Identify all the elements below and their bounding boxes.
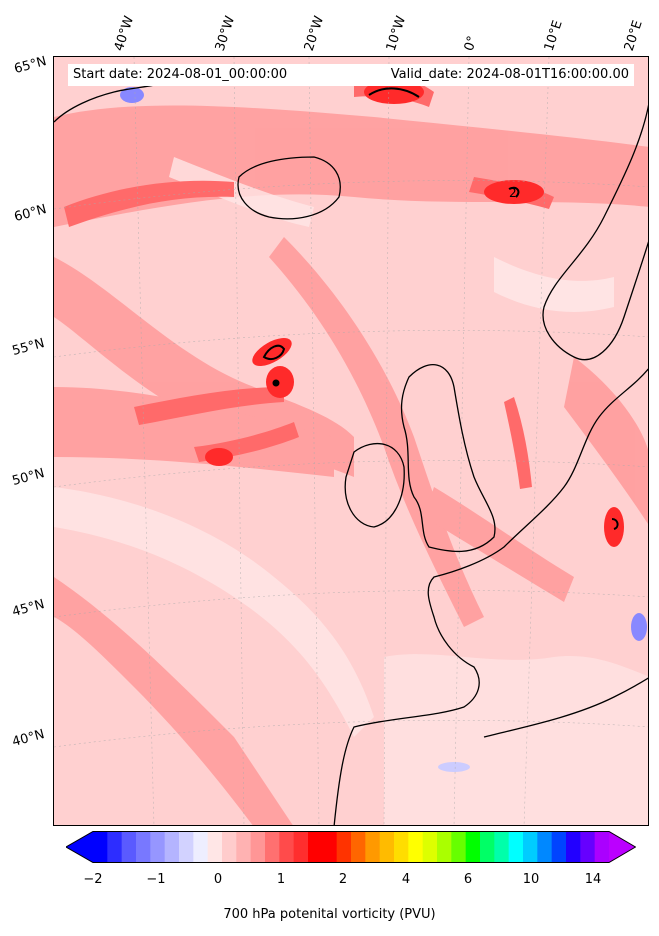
- colorbar-segment: [222, 831, 237, 863]
- colorbar-segment: [379, 831, 395, 863]
- colorbar-segment: [308, 831, 323, 863]
- colorbar-segment: [408, 831, 424, 863]
- iceland-outline: [237, 156, 341, 220]
- colorbar-segment: [365, 831, 381, 863]
- continent-outline: [333, 368, 648, 825]
- valid-date-text: Valid_date: 2024-08-01T16:00:00.00: [390, 67, 629, 82]
- colorbar-segment: [179, 831, 194, 863]
- pv-intense-cores: [205, 80, 624, 547]
- colorbar-segment: [336, 831, 352, 863]
- pv-field: 2: [54, 57, 648, 825]
- colorbar-segment: [193, 831, 209, 863]
- colorbar-tick: 2: [338, 872, 348, 887]
- colorbar-segment: [236, 831, 252, 863]
- colorbar-segment: [508, 831, 524, 863]
- colorbar-segment: [164, 831, 180, 863]
- colorbar: [64, 831, 637, 863]
- lon-label-30w: 30°W: [212, 14, 239, 53]
- colorbar-segment: [322, 831, 338, 863]
- ireland-outline: [344, 443, 405, 528]
- colorbar-segment: [136, 831, 151, 863]
- lon-label-10e: 10°E: [541, 18, 566, 53]
- colorbar-segment: [537, 831, 553, 863]
- colorbar-segment: [250, 831, 266, 863]
- colorbar-extend-high: [609, 831, 636, 863]
- colorbar-segment: [150, 831, 166, 863]
- colorbar-tick: 4: [401, 872, 411, 887]
- lat-label-60n: 60°N: [12, 202, 49, 225]
- colorbar-segment: [93, 831, 108, 863]
- colorbar-tick: 0: [213, 872, 223, 887]
- pv-negative-areas: [120, 87, 647, 772]
- lat-label-40n: 40°N: [10, 727, 47, 750]
- lon-label-0: 0°: [461, 34, 481, 53]
- lon-label-20w: 20°W: [301, 14, 328, 53]
- colorbar-svg: [64, 831, 637, 863]
- colorbar-tick: 1: [276, 872, 286, 887]
- colorbar-segment: [551, 831, 567, 863]
- colorbar-segment: [394, 831, 409, 863]
- colorbar-outline: [64, 831, 637, 863]
- map-panel: 2: [53, 56, 649, 826]
- colorbar-segment: [594, 831, 610, 863]
- colorbar-tick: −1: [146, 872, 166, 887]
- colorbar-segment: [451, 831, 467, 863]
- lon-label-40w: 40°W: [111, 14, 138, 53]
- start-date-text: Start date: 2024-08-01_00:00:00: [73, 67, 288, 82]
- colorbar-segment: [207, 831, 223, 863]
- colorbar-segment: [523, 831, 538, 863]
- colorbar-title: 700 hPa potenital vorticity (PVU): [223, 907, 436, 922]
- contour-label: 2: [509, 186, 517, 200]
- scandinavia-outline: [542, 104, 648, 361]
- lon-label-10w: 10°W: [383, 14, 410, 53]
- lon-label-20e: 20°E: [621, 18, 646, 53]
- lat-label-45n: 45°N: [10, 597, 47, 620]
- colorbar-segment: [566, 831, 581, 863]
- britain-outline: [400, 364, 496, 553]
- pv-contours: [262, 87, 619, 530]
- colorbar-extend-low: [66, 831, 93, 863]
- coastlines: [54, 81, 648, 825]
- colorbar-segment: [480, 831, 495, 863]
- lat-label-50n: 50°N: [10, 466, 47, 489]
- colorbar-segment: [107, 831, 123, 863]
- colorbar-segment: [465, 831, 481, 863]
- colorbar-tick: 6: [463, 872, 473, 887]
- pv-light-areas: [54, 157, 648, 825]
- colorbar-segment: [351, 831, 366, 863]
- colorbar-segment: [437, 831, 452, 863]
- colorbar-tick: 10: [522, 872, 540, 887]
- colorbar-segment: [494, 831, 510, 863]
- colorbar-tick: 14: [584, 872, 602, 887]
- date-banner: Start date: 2024-08-01_00:00:00 Valid_da…: [68, 64, 634, 86]
- lat-label-55n: 55°N: [10, 336, 47, 359]
- colorbar-segment: [422, 831, 438, 863]
- colorbar-segment: [279, 831, 295, 863]
- colorbar-segment: [265, 831, 280, 863]
- colorbar-segment: [293, 831, 309, 863]
- lat-label-65n: 65°N: [12, 54, 49, 77]
- colorbar-segment: [121, 831, 137, 863]
- colorbar-segment: [580, 831, 596, 863]
- graticule: [54, 57, 648, 825]
- colorbar-tick: −2: [83, 872, 103, 887]
